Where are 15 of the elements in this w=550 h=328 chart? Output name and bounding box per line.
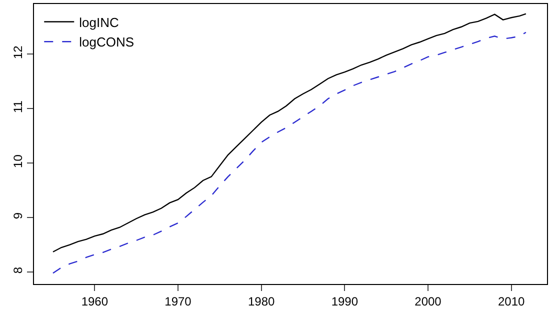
y-tick-label: 10 bbox=[11, 154, 26, 168]
x-tick-label: 1980 bbox=[248, 294, 275, 308]
x-tick-label: 2010 bbox=[498, 294, 525, 308]
y-tick-label: 11 bbox=[11, 100, 26, 114]
y-tick-label: 12 bbox=[11, 45, 26, 59]
x-tick-label: 2000 bbox=[414, 294, 442, 308]
line-series bbox=[52, 13, 527, 252]
x-tick-label: 1990 bbox=[331, 294, 358, 308]
x-tick-label: 1970 bbox=[164, 294, 192, 308]
y-tick-label: 8 bbox=[11, 266, 26, 274]
line-series bbox=[52, 32, 527, 274]
x-tick-label: 1960 bbox=[81, 294, 108, 308]
legend-label: logINC bbox=[79, 14, 119, 30]
y-tick-label: 9 bbox=[11, 212, 26, 220]
legend-label: logCONS bbox=[79, 34, 134, 50]
